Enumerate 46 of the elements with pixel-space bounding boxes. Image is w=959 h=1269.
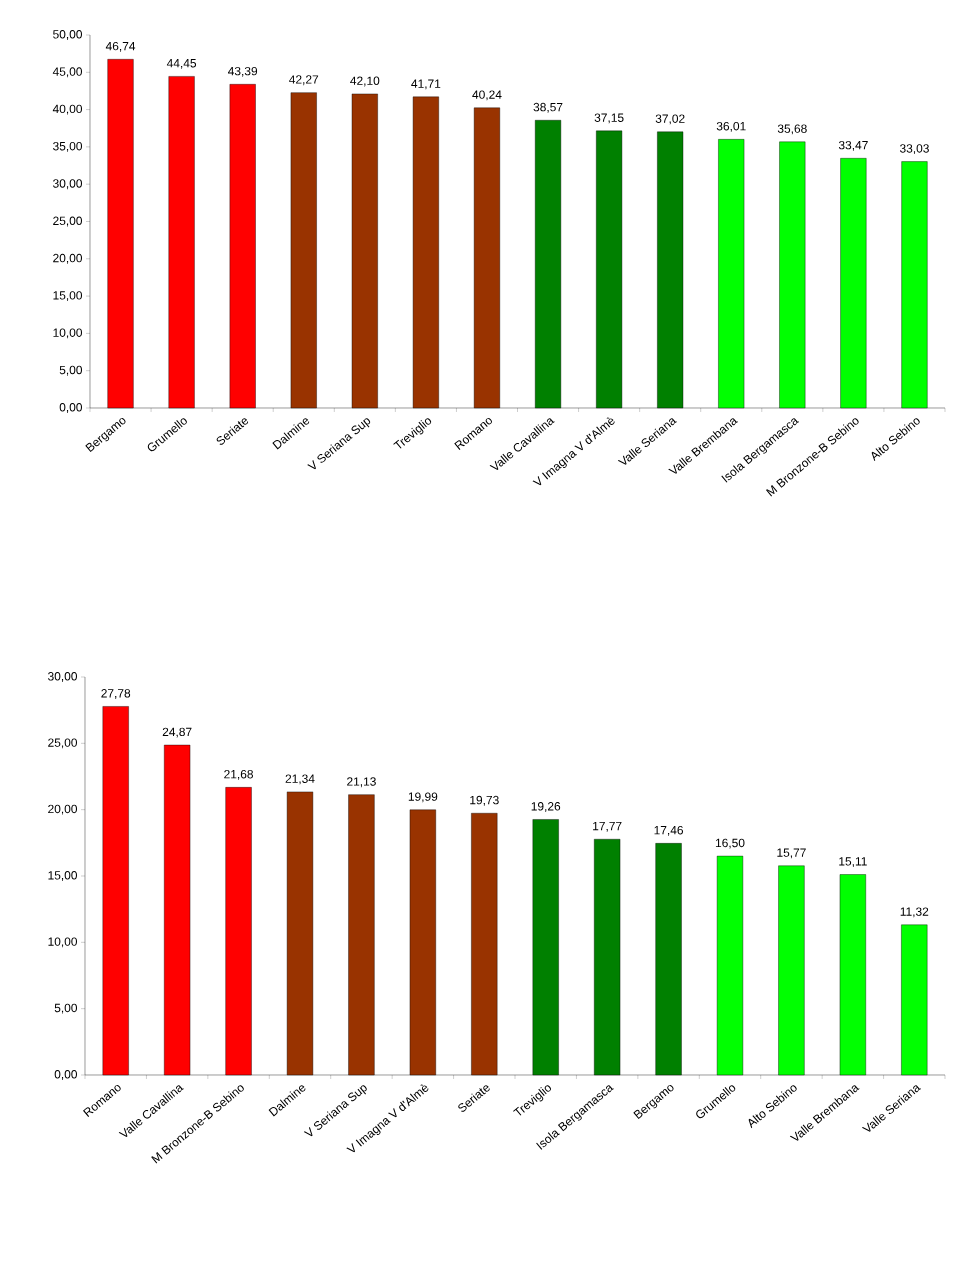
y-tick-label: 15,00	[48, 871, 78, 881]
data-label: 44,45	[166, 59, 197, 69]
data-label: 17,77	[593, 821, 622, 832]
y-tick-label: 35,00	[53, 141, 83, 152]
data-label: 40,24	[472, 90, 502, 101]
data-label: 15,77	[777, 848, 806, 859]
data-label: 19,73	[470, 795, 499, 806]
data-label: 24,87	[162, 727, 192, 738]
data-label: 21,34	[285, 774, 315, 785]
y-tick-label: 50,00	[53, 30, 83, 40]
y-tick-label: 0,00	[59, 403, 83, 413]
data-label: 35,68	[777, 124, 807, 135]
y-tick-label: 30,00	[48, 672, 78, 682]
y-tick-label: 10,00	[48, 937, 78, 948]
data-label: 42,27	[289, 75, 319, 86]
data-label: 15,11	[839, 857, 867, 868]
data-label: 37,02	[655, 114, 685, 125]
y-tick-label: 45,00	[52, 67, 83, 78]
data-label: 37,15	[594, 113, 624, 124]
y-tick-label: 5,00	[54, 1003, 78, 1014]
data-label: 21,13	[347, 777, 376, 788]
data-label: 33,47	[838, 140, 868, 151]
data-label: 36,01	[716, 121, 746, 132]
data-label: 38,57	[533, 102, 563, 113]
y-tick-label: 30,00	[53, 179, 83, 190]
data-label: 33,03	[899, 144, 929, 155]
y-tick-label: 20,00	[48, 804, 78, 815]
data-label: 19,99	[408, 792, 438, 803]
y-tick-label: 15,00	[53, 291, 83, 302]
data-label: 17,46	[654, 825, 684, 836]
data-label: 16,50	[715, 838, 745, 849]
data-label: 46,74	[105, 41, 136, 52]
data-label: 41,71	[411, 79, 441, 90]
data-label: 11,32	[900, 907, 929, 918]
y-tick-label: 10,00	[53, 328, 83, 339]
data-label: 19,26	[531, 802, 561, 812]
data-label: 43,39	[228, 66, 258, 77]
y-tick-label: 25,00	[53, 216, 83, 227]
y-tick-label: 40,00	[52, 104, 83, 115]
y-tick-label: 25,00	[48, 738, 78, 749]
data-label: 21,68	[224, 769, 253, 780]
y-tick-label: 20,00	[53, 253, 83, 264]
data-label: 27,78	[101, 689, 131, 699]
y-tick-label: 0,00	[54, 1070, 78, 1080]
data-label: 42,10	[350, 76, 380, 87]
y-tick-label: 5,00	[59, 365, 83, 376]
